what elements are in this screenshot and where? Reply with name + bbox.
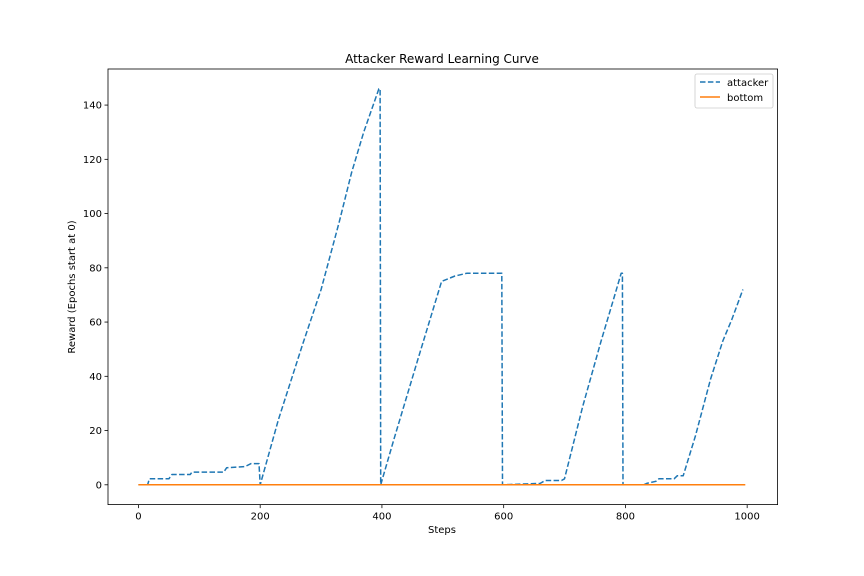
legend-label-attacker: attacker	[727, 78, 769, 89]
y-tick-label: 80	[89, 263, 102, 274]
y-tick-label: 120	[83, 155, 102, 166]
chart-title: Attacker Reward Learning Curve	[345, 52, 539, 66]
x-tick-label: 1000	[734, 512, 759, 523]
legend: attacker bottom	[694, 73, 774, 109]
x-axis: 0 200 400 600 800 1000	[135, 504, 760, 523]
legend-label-bottom: bottom	[727, 93, 763, 104]
plot-frame	[107, 68, 778, 506]
y-axis-label: Reward (Epochs start at 0)	[67, 220, 78, 353]
y-tick-label: 40	[89, 372, 102, 383]
x-axis-label: Steps	[428, 525, 456, 536]
x-tick-label: 0	[135, 512, 141, 523]
y-tick-label: 140	[83, 101, 102, 112]
series-line-attacker	[138, 88, 744, 486]
x-tick-label: 800	[616, 512, 635, 523]
x-tick-label: 600	[494, 512, 513, 523]
x-tick-label: 200	[251, 512, 270, 523]
y-tick-label: 20	[89, 426, 102, 437]
y-tick-label: 100	[83, 209, 102, 220]
series-layer	[138, 88, 746, 486]
y-tick-label: 60	[89, 318, 102, 329]
y-axis: 0 20 40 60 80 100 120 140	[83, 101, 108, 491]
y-tick-label: 0	[96, 480, 102, 491]
x-tick-label: 400	[372, 512, 391, 523]
legend-frame	[694, 73, 774, 109]
